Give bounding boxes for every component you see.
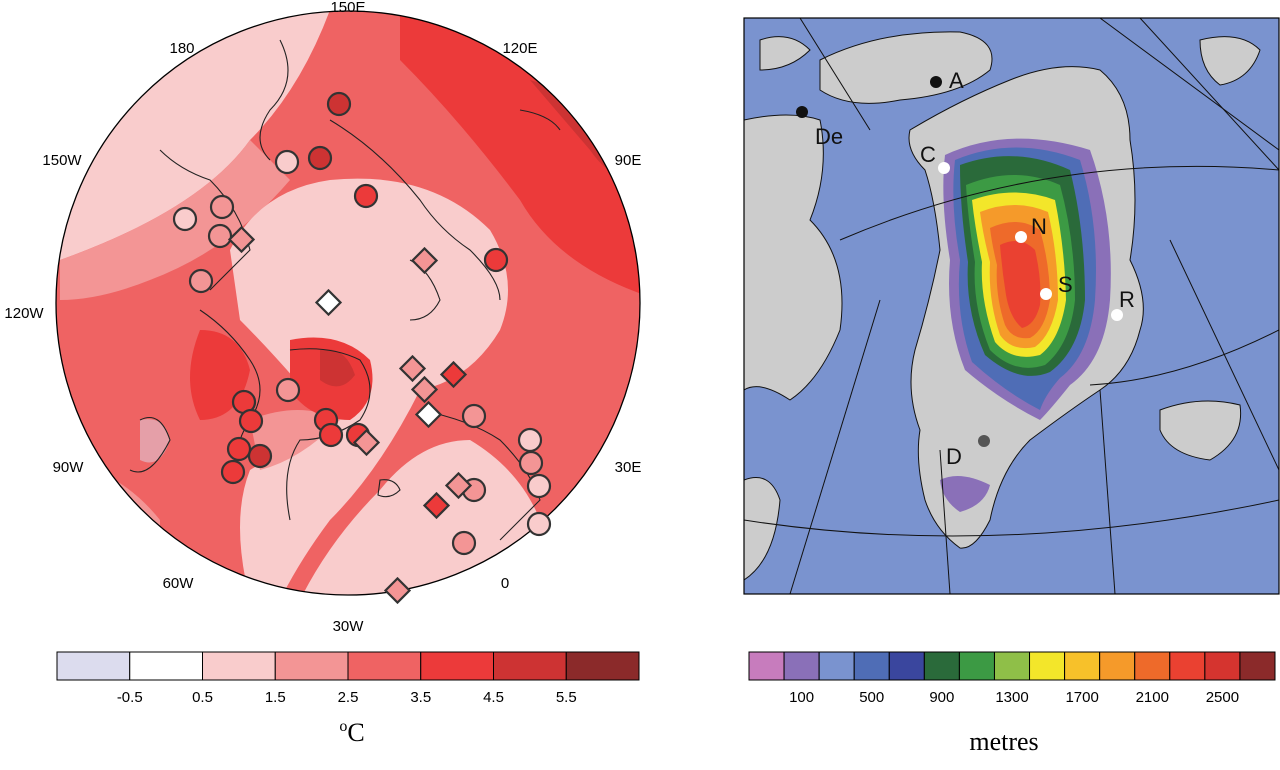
lon-label-30e: 30E — [615, 459, 642, 476]
lon-label-150w: 150W — [42, 152, 82, 169]
lon-label-0: 0 — [501, 575, 509, 592]
elevation-colorbar-swatch — [889, 652, 924, 680]
elevation-colorbar-swatch — [1030, 652, 1065, 680]
temperature-colorbar-swatch — [57, 652, 130, 680]
elevation-colorbar-swatch — [959, 652, 994, 680]
temperature-colorbar-tick-label: 2.5 — [338, 689, 359, 706]
lon-label-180: 180 — [169, 40, 194, 57]
site-label-r: R — [1119, 287, 1135, 312]
temperature-colorbar-tick-label: 5.5 — [556, 689, 577, 706]
station-circle — [222, 461, 244, 483]
station-circle — [309, 147, 331, 169]
elevation-colorbar: 100 500 900 1300 1700 2100 2500 — [749, 652, 1275, 706]
site-label-n: N — [1031, 214, 1047, 239]
station-circle — [190, 270, 212, 292]
station-circle — [528, 475, 550, 497]
lon-label-150e: 150E — [330, 0, 365, 16]
temperature-colorbar-tick-label: 0.5 — [192, 689, 213, 706]
temperature-colorbar-tick-label: 4.5 — [483, 689, 504, 706]
elevation-colorbar-swatch — [1065, 652, 1100, 680]
elevation-colorbar-swatch — [749, 652, 784, 680]
station-circle — [328, 93, 350, 115]
elevation-colorbar-swatch — [819, 652, 854, 680]
site-marker-a — [930, 76, 942, 88]
elevation-colorbar-swatch — [784, 652, 819, 680]
unit-base: C — [347, 718, 364, 747]
elevation-colorbar-swatch — [1240, 652, 1275, 680]
lon-label-120e: 120E — [502, 40, 537, 57]
station-circle — [228, 438, 250, 460]
elevation-colorbar-tick-label: 2100 — [1136, 689, 1169, 706]
lon-label-90w: 90W — [53, 459, 85, 476]
lon-label-120w: 120W — [4, 305, 44, 322]
station-circle — [277, 379, 299, 401]
station-circle — [355, 185, 377, 207]
temperature-colorbar-swatch — [203, 652, 276, 680]
station-circle — [320, 424, 342, 446]
elevation-colorbar-tick-label: 500 — [859, 689, 884, 706]
station-circle — [520, 452, 542, 474]
temperature-unit-label: oC — [339, 718, 364, 747]
site-marker-s — [1040, 288, 1052, 300]
elevation-colorbar-tick-label: 900 — [929, 689, 954, 706]
station-circle — [209, 225, 231, 247]
site-label-d: D — [946, 444, 962, 469]
elevation-colorbar-swatch — [924, 652, 959, 680]
station-circle — [276, 151, 298, 173]
site-marker-n — [1015, 231, 1027, 243]
temperature-colorbar-tick-label: 3.5 — [410, 689, 431, 706]
station-circle — [174, 208, 196, 230]
elevation-colorbar-tick-label: 2500 — [1206, 689, 1239, 706]
temperature-colorbar-swatch — [494, 652, 567, 680]
lon-label-30w: 30W — [333, 618, 365, 635]
station-circle — [240, 410, 262, 432]
station-circle — [463, 405, 485, 427]
station-circle — [528, 513, 550, 535]
lon-label-90e: 90E — [615, 152, 642, 169]
temperature-colorbar-swatch — [421, 652, 494, 680]
elevation-colorbar-swatch — [1205, 652, 1240, 680]
elevation-colorbar-swatch — [1170, 652, 1205, 680]
elevation-unit-label: metres — [969, 727, 1038, 756]
elevation-colorbar-swatch — [994, 652, 1029, 680]
site-label-de: De — [815, 124, 843, 149]
temperature-colorbar-swatch — [130, 652, 203, 680]
temperature-colorbar-swatch — [348, 652, 421, 680]
site-marker-d — [978, 435, 990, 447]
site-marker-de — [796, 106, 808, 118]
elevation-colorbar-swatch — [1100, 652, 1135, 680]
greenland-elevation-map: A De C N S R D — [744, 18, 1279, 594]
station-circle — [485, 249, 507, 271]
temperature-colorbar-tick-label: -0.5 — [117, 689, 143, 706]
polar-temperature-map: 150E 120E 90E 30E 0 30W 60W 90W 120W 150… — [4, 0, 660, 635]
temperature-colorbar: -0.5 0.5 1.5 2.5 3.5 4.5 5.5 — [57, 652, 639, 706]
station-circle — [211, 196, 233, 218]
temperature-colorbar-tick-label: 1.5 — [265, 689, 286, 706]
station-circle — [453, 532, 475, 554]
station-circle — [249, 445, 271, 467]
temperature-colorbar-swatch — [566, 652, 639, 680]
site-label-c: C — [920, 142, 936, 167]
station-circle — [519, 429, 541, 451]
elevation-colorbar-tick-label: 100 — [789, 689, 814, 706]
elevation-colorbar-tick-label: 1300 — [995, 689, 1028, 706]
lon-label-60w: 60W — [163, 575, 195, 592]
unit-superscript: o — [339, 718, 347, 735]
site-marker-c — [938, 162, 950, 174]
site-label-s: S — [1058, 272, 1073, 297]
elevation-colorbar-tick-label: 1700 — [1065, 689, 1098, 706]
elevation-colorbar-swatch — [854, 652, 889, 680]
elevation-colorbar-swatch — [1135, 652, 1170, 680]
site-label-a: A — [949, 68, 964, 93]
temperature-colorbar-swatch — [275, 652, 348, 680]
